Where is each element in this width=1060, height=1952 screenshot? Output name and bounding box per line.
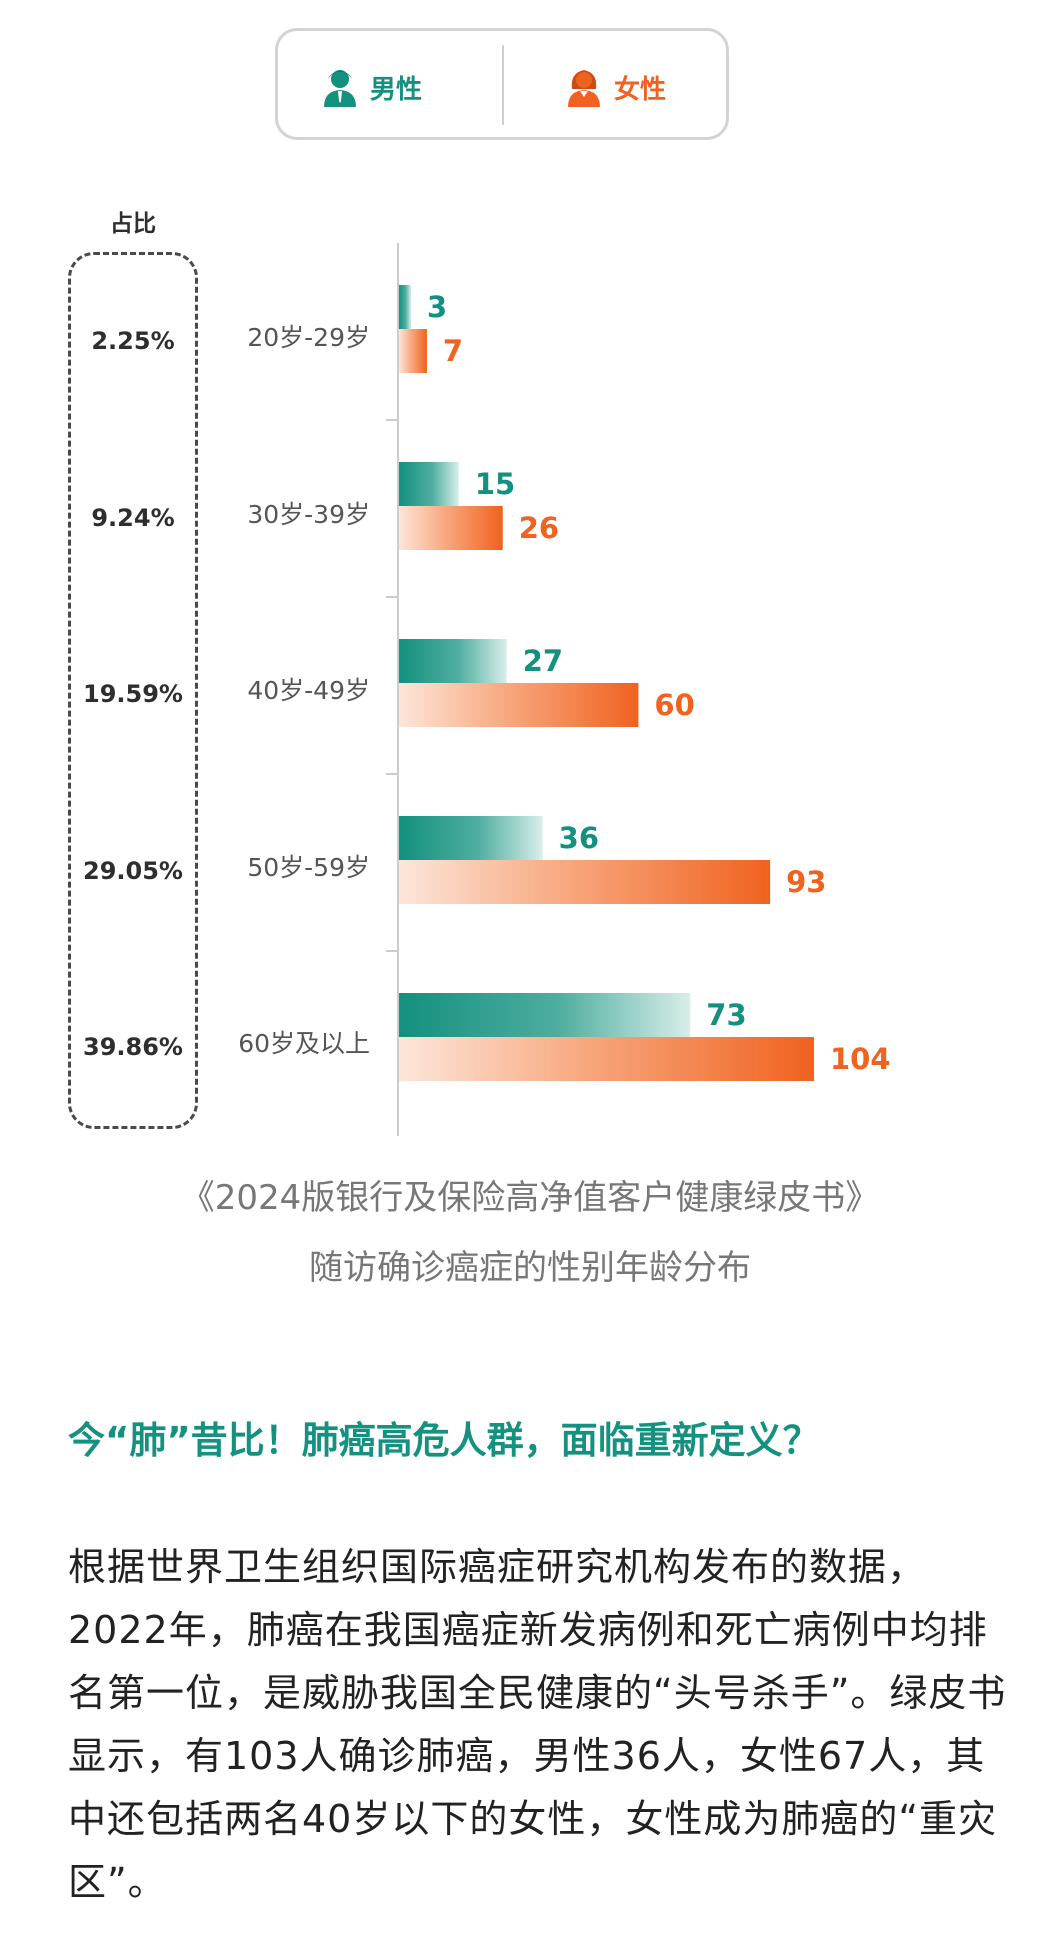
bar-female bbox=[399, 329, 427, 373]
share-value: 39.86% bbox=[83, 1033, 183, 1061]
bar-female bbox=[399, 506, 503, 550]
legend-female-label: 女性 bbox=[614, 74, 667, 105]
female-person-icon bbox=[568, 70, 600, 107]
chart-caption-line1: 《2024版银行及保险高净值客户健康绿皮书》 bbox=[180, 1178, 880, 1218]
legend-male: 男性 bbox=[324, 63, 422, 111]
category-label: 40岁-49岁 bbox=[247, 676, 370, 705]
section-heading: 今“肺”昔比！肺癌高危人群，面临重新定义？ bbox=[68, 1419, 820, 1462]
legend-female: 女性 bbox=[568, 63, 666, 111]
share-value: 2.25% bbox=[91, 327, 175, 355]
data-label-female: 104 bbox=[830, 1042, 891, 1076]
chart-caption-line2: 随访确诊癌症的性别年龄分布 bbox=[309, 1248, 751, 1288]
data-label-male: 15 bbox=[475, 467, 515, 501]
legend-male-label: 男性 bbox=[370, 74, 423, 105]
body-paragraph: 根据世界卫生组织国际癌症研究机构发布的数据，2022年，肺癌在我国癌症新发病例和… bbox=[68, 1545, 1007, 1904]
share-value: 9.24% bbox=[91, 504, 175, 532]
data-label-male: 36 bbox=[559, 821, 599, 855]
share-value: 19.59% bbox=[83, 680, 183, 708]
category-label: 30岁-39岁 bbox=[247, 500, 370, 529]
share-value: 29.05% bbox=[83, 857, 183, 885]
legend-divider bbox=[502, 45, 504, 125]
bar-male bbox=[399, 462, 459, 506]
bar-female bbox=[399, 683, 639, 727]
data-label-female: 26 bbox=[519, 511, 559, 545]
data-label-male: 3 bbox=[427, 290, 447, 324]
category-label: 20岁-29岁 bbox=[247, 323, 370, 352]
share-title: 占比 bbox=[110, 211, 156, 237]
bar-female bbox=[399, 1037, 814, 1081]
bar-male bbox=[399, 993, 691, 1037]
data-label-male: 73 bbox=[706, 998, 746, 1032]
data-label-female: 93 bbox=[786, 865, 826, 899]
bar-male bbox=[399, 285, 411, 329]
category-label: 60岁及以上 bbox=[238, 1029, 370, 1058]
data-label-female: 60 bbox=[654, 688, 694, 722]
bar-male bbox=[399, 816, 543, 860]
bar-female bbox=[399, 860, 771, 904]
chart-legend: 男性 女性 bbox=[275, 28, 729, 140]
category-label: 50岁-59岁 bbox=[247, 853, 370, 882]
male-person-icon bbox=[324, 70, 356, 107]
data-label-male: 27 bbox=[523, 644, 563, 678]
bar-male bbox=[399, 639, 507, 683]
data-label-female: 7 bbox=[443, 334, 463, 368]
share-box bbox=[68, 252, 198, 1129]
